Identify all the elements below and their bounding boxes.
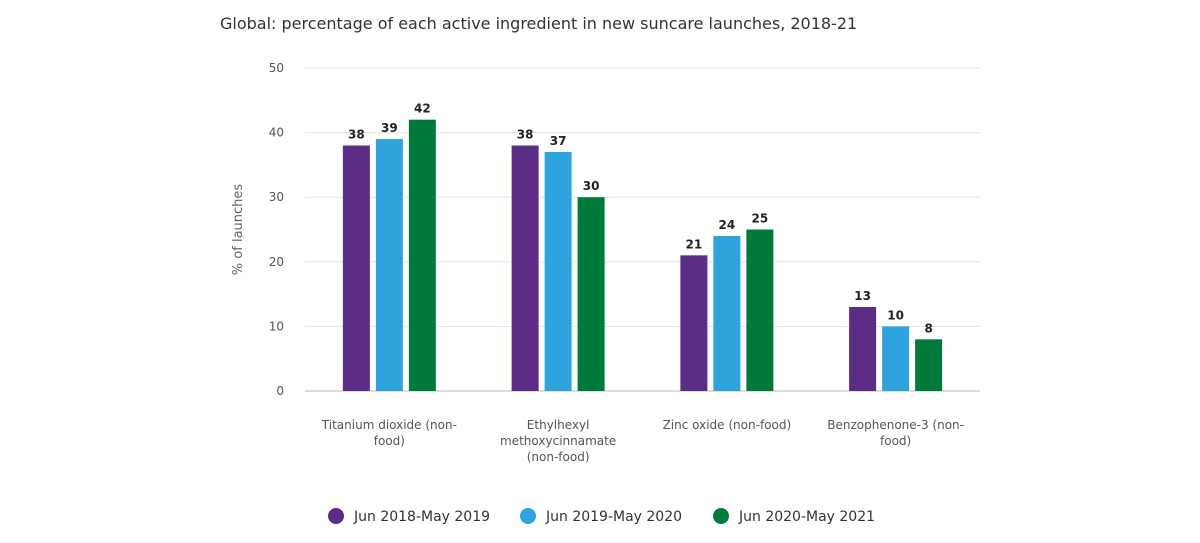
bar-value-label: 25: [752, 212, 769, 226]
legend-marker: [520, 508, 536, 524]
bar: [577, 197, 605, 391]
bar: [915, 339, 943, 391]
bar: [849, 307, 877, 391]
bar: [680, 255, 708, 391]
legend-marker: [328, 508, 344, 524]
legend: Jun 2018-May 2019 Jun 2019-May 2020 Jun 20…: [328, 508, 875, 525]
bar-value-label: 30: [583, 179, 600, 193]
legend-marker: [713, 508, 729, 524]
legend-label: Jun 2018-May 2019: [353, 509, 490, 525]
y-tick-label: 10: [269, 319, 284, 333]
chart-title: Global: percentage of each active ingred…: [220, 14, 858, 33]
bar: [342, 145, 370, 391]
y-tick-label: 50: [269, 61, 284, 75]
y-tick-label: 20: [269, 255, 284, 269]
bar: [375, 139, 403, 391]
bar-value-label: 39: [381, 121, 398, 135]
bar: [511, 145, 539, 391]
x-category-label: (non-food): [527, 450, 590, 464]
x-category-label: methoxycinnamate: [500, 434, 616, 448]
x-category-label: Benzophenone-3 (non-: [827, 418, 964, 432]
bar: [544, 151, 572, 391]
y-tick-label: 40: [269, 126, 284, 140]
gridlines: [305, 67, 980, 392]
y-axis-ticks: 0 10 20 30 40 50: [269, 61, 284, 398]
bar: [713, 235, 741, 391]
value-labels: 38 39 42 38 37 30 21 24 25 13 10 8: [348, 102, 933, 336]
bar-value-label: 10: [887, 308, 904, 322]
bar-value-label: 37: [550, 134, 567, 148]
y-tick-label: 0: [276, 384, 284, 398]
bars: [342, 119, 943, 392]
bar: [746, 229, 774, 391]
x-category-label: Ethylhexyl: [527, 418, 590, 432]
bar-value-label: 13: [854, 289, 871, 303]
bar: [882, 326, 910, 391]
legend-label: Jun 2020-May 2021: [738, 509, 875, 525]
bar-value-label: 21: [686, 237, 703, 251]
bar: [408, 119, 436, 392]
x-category-label: food): [374, 434, 405, 448]
bar-value-label: 42: [414, 102, 431, 116]
bar-value-label: 38: [348, 128, 365, 142]
bar-value-label: 38: [517, 128, 534, 142]
y-tick-label: 30: [269, 190, 284, 204]
x-category-label: food): [880, 434, 911, 448]
legend-label: Jun 2019-May 2020: [545, 509, 682, 525]
bar-value-label: 24: [719, 218, 736, 232]
y-axis-label: % of launches: [231, 184, 246, 276]
category-labels: Titanium dioxide (non-food) Ethylhexyl met…: [321, 418, 964, 464]
x-category-label: Titanium dioxide (non-: [321, 418, 457, 432]
x-category-label: Zinc oxide (non-food): [663, 418, 792, 432]
bar-value-label: 8: [924, 321, 932, 335]
